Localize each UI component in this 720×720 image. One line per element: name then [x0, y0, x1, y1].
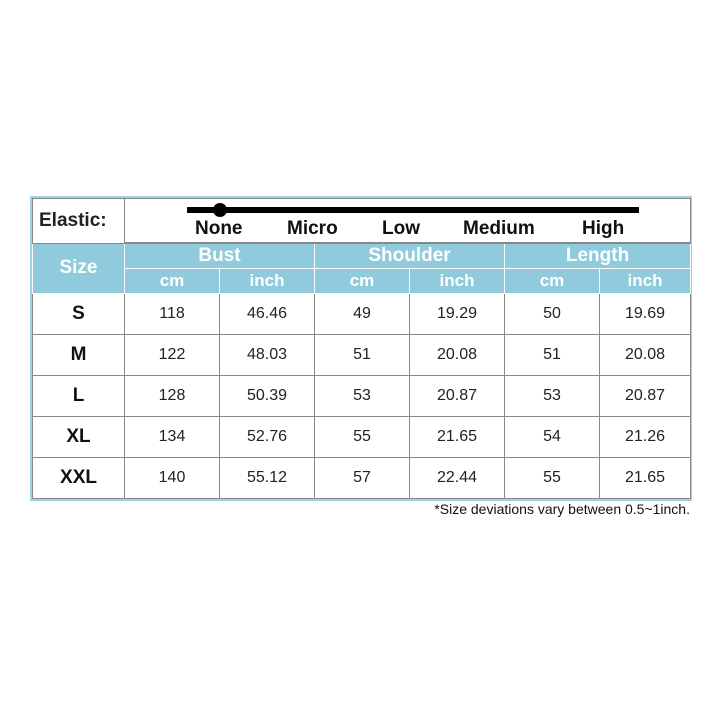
level-high: High — [582, 218, 625, 239]
value-cell: 21.26 — [598, 415, 692, 458]
value-cell: 20.08 — [598, 333, 692, 376]
value-cell: 21.65 — [598, 456, 692, 499]
bust-header: Bust — [124, 242, 315, 269]
value-cell: 118 — [124, 292, 220, 335]
elastic-marker — [213, 203, 227, 217]
size-cell: XL — [32, 415, 125, 458]
value-cell: 19.29 — [409, 292, 505, 335]
value-cell: 53 — [314, 374, 410, 417]
size-note: *Size deviations vary between 0.5~1inch. — [434, 501, 690, 517]
unit-header: inch — [409, 267, 505, 294]
value-cell: 54 — [504, 415, 600, 458]
value-cell: 52.76 — [219, 415, 315, 458]
size-cell: XXL — [32, 456, 125, 499]
table-row: XL 134 52.76 55 21.65 54 21.26 — [32, 415, 692, 458]
elastic-label: Elastic: — [32, 198, 125, 244]
value-cell: 20.87 — [409, 374, 505, 417]
level-medium: Medium — [463, 218, 535, 239]
value-cell: 140 — [124, 456, 220, 499]
value-cell: 21.65 — [409, 415, 505, 458]
value-cell: 20.08 — [409, 333, 505, 376]
value-cell: 55 — [314, 415, 410, 458]
shoulder-header: Shoulder — [314, 242, 505, 269]
size-cell: S — [32, 292, 125, 335]
value-cell: 55 — [504, 456, 600, 499]
value-cell: 134 — [124, 415, 220, 458]
level-micro: Micro — [287, 218, 338, 239]
value-cell: 22.44 — [409, 456, 505, 499]
value-cell: 46.46 — [219, 292, 315, 335]
value-cell: 53 — [504, 374, 600, 417]
value-cell: 19.69 — [598, 292, 692, 335]
value-cell: 122 — [124, 333, 220, 376]
level-none: None — [195, 218, 243, 239]
value-cell: 128 — [124, 374, 220, 417]
unit-header: cm — [504, 267, 600, 294]
level-low: Low — [382, 218, 420, 239]
size-chart: Elastic: None Micro Low Medium High Size… — [30, 196, 692, 501]
elastic-bar — [187, 207, 639, 213]
length-header: Length — [503, 242, 692, 269]
value-cell: 50.39 — [219, 374, 315, 417]
unit-header: inch — [219, 267, 315, 294]
value-cell: 48.03 — [219, 333, 315, 376]
value-cell: 51 — [504, 333, 600, 376]
table-row: XXL 140 55.12 57 22.44 55 21.65 — [32, 456, 692, 499]
size-cell: M — [32, 333, 125, 376]
unit-header: inch — [598, 267, 692, 294]
value-cell: 20.87 — [598, 374, 692, 417]
value-cell: 51 — [314, 333, 410, 376]
value-cell: 49 — [314, 292, 410, 335]
size-cell: L — [32, 374, 125, 417]
table-row: M 122 48.03 51 20.08 51 20.08 — [32, 333, 692, 376]
value-cell: 55.12 — [219, 456, 315, 499]
table-row: S 118 46.46 49 19.29 50 19.69 — [32, 292, 692, 335]
size-header: Size — [32, 242, 125, 294]
value-cell: 57 — [314, 456, 410, 499]
unit-header: cm — [124, 267, 220, 294]
value-cell: 50 — [504, 292, 600, 335]
unit-header: cm — [314, 267, 410, 294]
elastic-scale: None Micro Low Medium High — [123, 198, 692, 244]
table-row: L 128 50.39 53 20.87 53 20.87 — [32, 374, 692, 417]
